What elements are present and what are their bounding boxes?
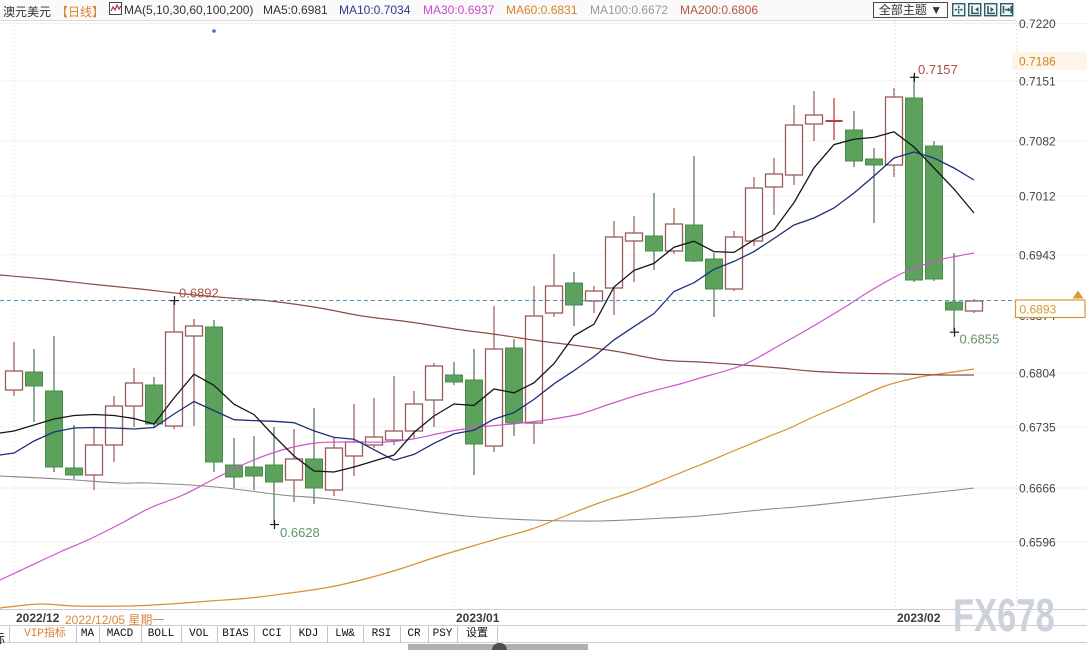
svg-text:0.7012: 0.7012 (1019, 190, 1056, 204)
svg-text:0.7151: 0.7151 (1019, 75, 1056, 89)
svg-text:0.6804: 0.6804 (1019, 367, 1056, 381)
svg-text:0.6628: 0.6628 (280, 525, 320, 540)
svg-text:0.7082: 0.7082 (1019, 135, 1056, 149)
svg-text:0.6893: 0.6893 (1020, 303, 1057, 317)
svg-text:0.6666: 0.6666 (1019, 482, 1056, 496)
svg-text:0.6943: 0.6943 (1019, 249, 1056, 263)
svg-text:0.6596: 0.6596 (1019, 536, 1056, 550)
svg-text:0.7220: 0.7220 (1019, 17, 1056, 31)
svg-text:0.6892: 0.6892 (179, 286, 219, 301)
svg-text:0.7157: 0.7157 (918, 62, 958, 77)
svg-text:0.7186: 0.7186 (1019, 55, 1056, 69)
svg-text:0.6735: 0.6735 (1019, 421, 1056, 435)
svg-text:0.6855: 0.6855 (960, 332, 1000, 347)
